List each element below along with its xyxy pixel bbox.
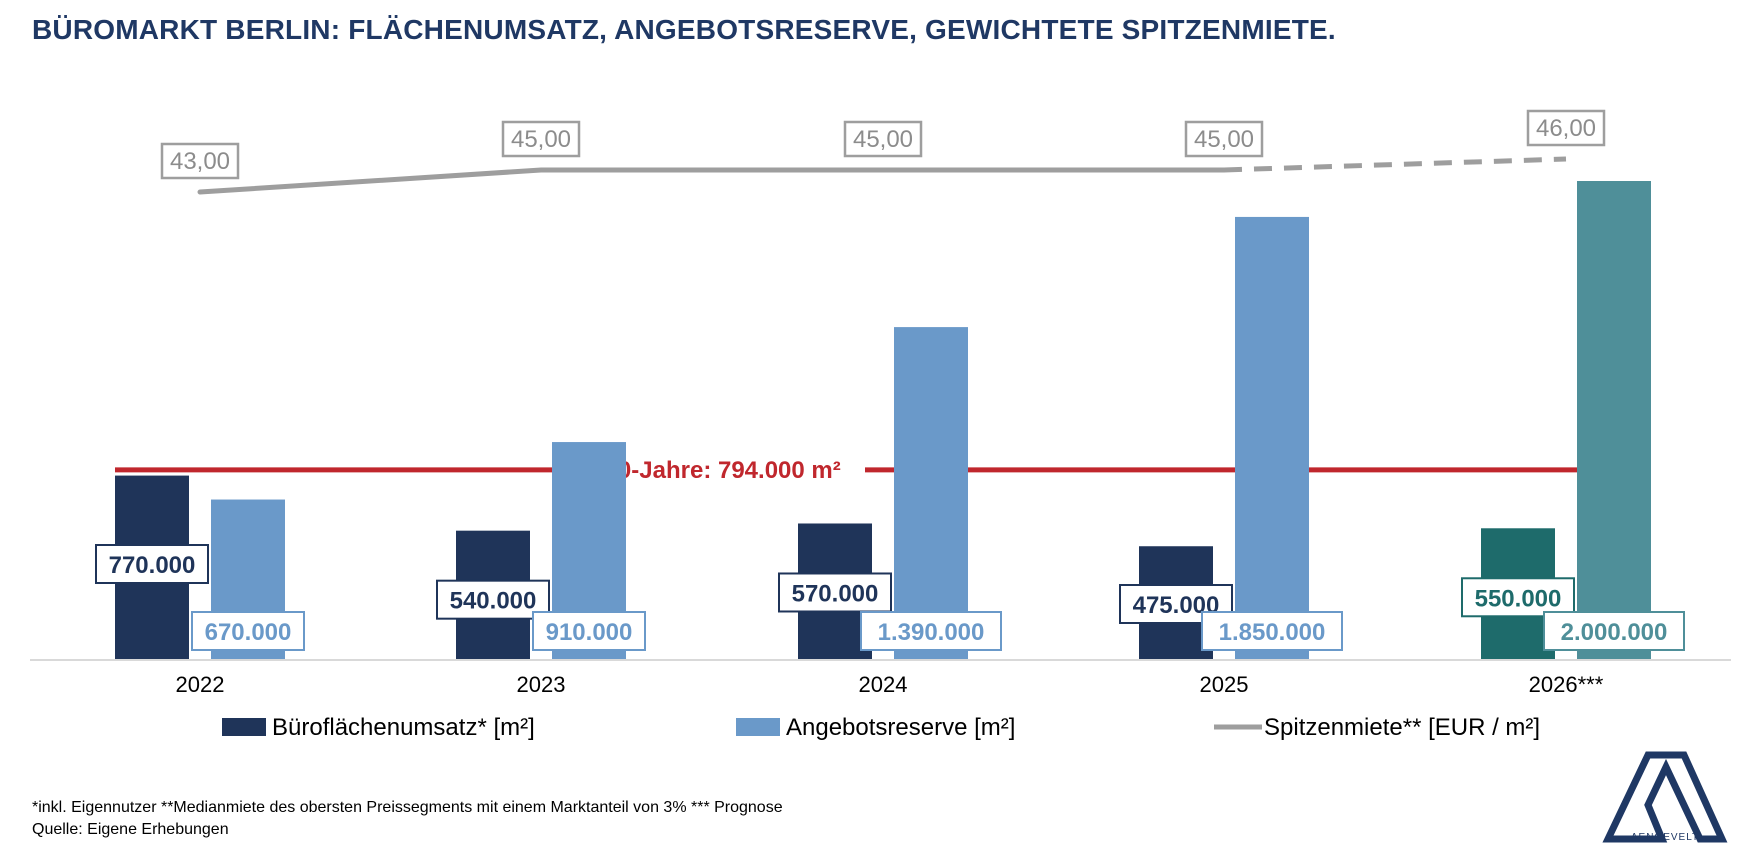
data-label-rent: 45,00 [1194,126,1254,153]
x-tick-label: 2022 [176,672,225,697]
data-label-box-umsatz [778,572,892,613]
x-tick-label: 2023 [517,672,566,697]
data-label-box-umsatz [436,579,550,620]
legend-swatch [736,718,780,736]
data-label-rent: 45,00 [511,126,571,153]
rent-line [197,167,1227,195]
footnotes: *inkl. Eigennutzer **Medianmiete des obe… [32,797,783,841]
x-tick-label: 2024 [859,672,908,697]
data-label-box-rent [1184,120,1264,158]
chart-title: BÜROMARKT BERLIN: FLÄCHENUMSATZ, ANGEBOT… [32,14,1336,45]
data-label-umsatz: 550.000 [1475,585,1562,612]
rent-line-forecast [1223,156,1567,173]
data-label-box-rent [501,120,581,158]
data-label-box-reserve [532,611,646,651]
data-label-umsatz: 570.000 [792,580,879,607]
data-label-box-reserve [1543,611,1685,651]
legend-swatch [222,718,266,736]
data-label-box-rent [843,120,923,158]
legend-label: Büroflächenumsatz* [m²] [272,714,535,741]
bar-angebotsreserve [1577,181,1651,660]
data-label-reserve: 1.850.000 [1219,619,1326,646]
legend-label: Spitzenmiete** [EUR / m²] [1264,714,1540,741]
data-label-rent: 43,00 [170,148,230,175]
data-label-box-reserve [191,611,305,651]
legend-label: Angebotsreserve [m²] [786,714,1015,741]
data-label-reserve: 1.390.000 [878,619,985,646]
data-label-reserve: 2.000.000 [1561,619,1668,646]
data-label-box-rent [160,142,240,180]
data-label-reserve: 670.000 [205,619,292,646]
data-label-umsatz: 770.000 [109,552,196,579]
logo-text: AENGEVELT [1630,832,1700,843]
data-label-box-reserve [860,611,1002,651]
data-label-reserve: 910.000 [546,619,633,646]
footnote-line-1: *inkl. Eigennutzer **Medianmiete des obe… [32,799,783,816]
bar-angebotsreserve [1235,216,1309,661]
footnote-source: Quelle: Eigene Erhebungen [32,821,229,838]
data-label-umsatz: 540.000 [450,588,537,615]
data-label-rent: 46,00 [1536,115,1596,142]
data-label-rent: 45,00 [853,126,913,153]
data-label-box-rent [1526,109,1606,147]
aengevelt-logo-icon [1602,751,1728,843]
x-tick-label: 2025 [1200,672,1249,697]
bar-angebotsreserve [894,327,968,660]
x-tick-label: 2026*** [1529,672,1604,697]
data-label-box-reserve [1201,611,1343,651]
data-label-box-umsatz [95,544,209,584]
data-label-box-umsatz [1461,577,1575,618]
